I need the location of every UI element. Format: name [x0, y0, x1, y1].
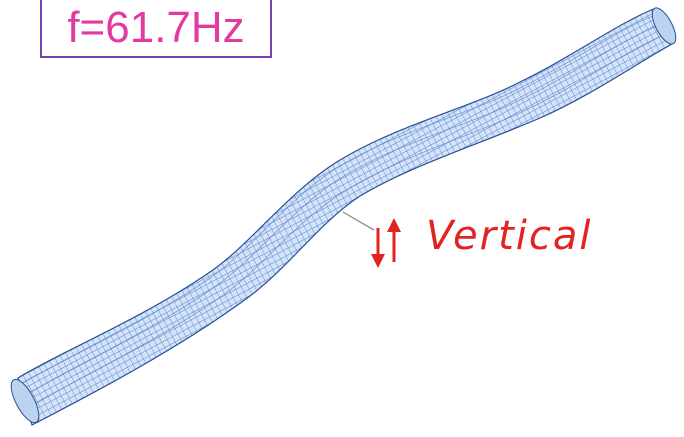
beam-left-end-cap — [10, 378, 40, 424]
mode-direction-label: Vertical — [426, 213, 593, 259]
beam-right-end-cap — [651, 7, 677, 45]
frequency-label: f=61.7Hz — [67, 3, 245, 52]
leader-line — [342, 211, 375, 231]
up-down-arrow-icon — [371, 218, 401, 268]
frequency-label-box: f=61.7Hz — [40, 0, 272, 58]
